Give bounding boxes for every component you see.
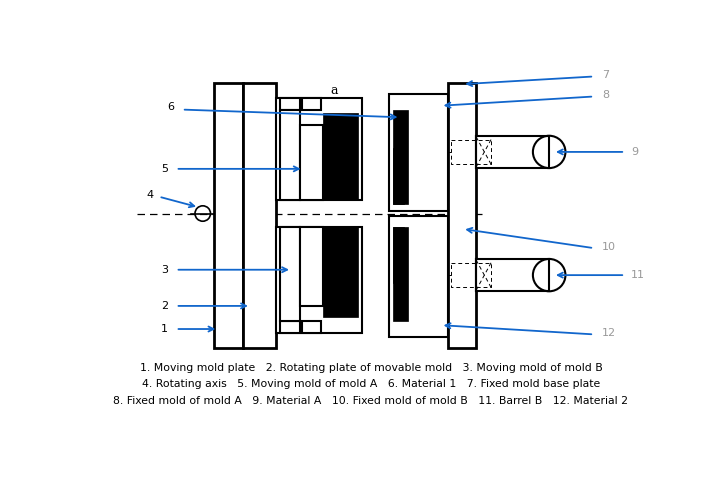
Text: 4: 4	[147, 190, 154, 200]
Bar	[281, 227, 299, 321]
Text: 3: 3	[161, 265, 168, 275]
Bar	[448, 83, 476, 348]
Bar	[323, 114, 358, 200]
Bar	[215, 83, 243, 348]
Text: 7: 7	[602, 70, 609, 80]
Text: 5: 5	[161, 164, 168, 174]
Bar	[389, 94, 448, 211]
Text: 12: 12	[602, 328, 616, 338]
Text: 2: 2	[161, 301, 168, 311]
Bar	[302, 98, 321, 110]
Text: 11: 11	[631, 270, 646, 280]
Text: 9: 9	[631, 147, 638, 157]
Text: 6: 6	[167, 102, 174, 112]
Bar	[323, 227, 335, 279]
Text: 8: 8	[602, 90, 609, 100]
Bar	[299, 227, 323, 306]
Bar	[299, 125, 323, 200]
Bar	[393, 227, 404, 283]
Bar	[302, 321, 321, 333]
Bar	[276, 98, 362, 200]
Text: b: b	[330, 229, 338, 242]
Bar	[323, 227, 358, 317]
Bar	[281, 98, 299, 110]
Text: 1: 1	[161, 324, 168, 334]
Bar	[393, 227, 408, 321]
Bar	[389, 216, 448, 337]
Text: 4. Rotating axis   5. Moving mold of mold A   6. Material 1   7. Fixed mold base: 4. Rotating axis 5. Moving mold of mold …	[142, 379, 600, 389]
Bar	[476, 136, 549, 168]
Bar	[281, 321, 299, 333]
Bar	[281, 110, 299, 200]
Text: 10: 10	[602, 242, 616, 251]
Text: 8. Fixed mold of mold A   9. Material A   10. Fixed mold of mold B   11. Barrel : 8. Fixed mold of mold A 9. Material A 10…	[114, 396, 628, 406]
Text: 1. Moving mold plate   2. Rotating plate of movable mold   3. Moving mold of mol: 1. Moving mold plate 2. Rotating plate o…	[140, 363, 602, 372]
Bar	[323, 152, 335, 200]
Bar	[393, 148, 404, 203]
Text: a: a	[330, 84, 338, 97]
Bar	[276, 227, 362, 333]
Bar	[393, 110, 408, 203]
Bar	[476, 259, 549, 291]
Bar	[243, 83, 276, 348]
